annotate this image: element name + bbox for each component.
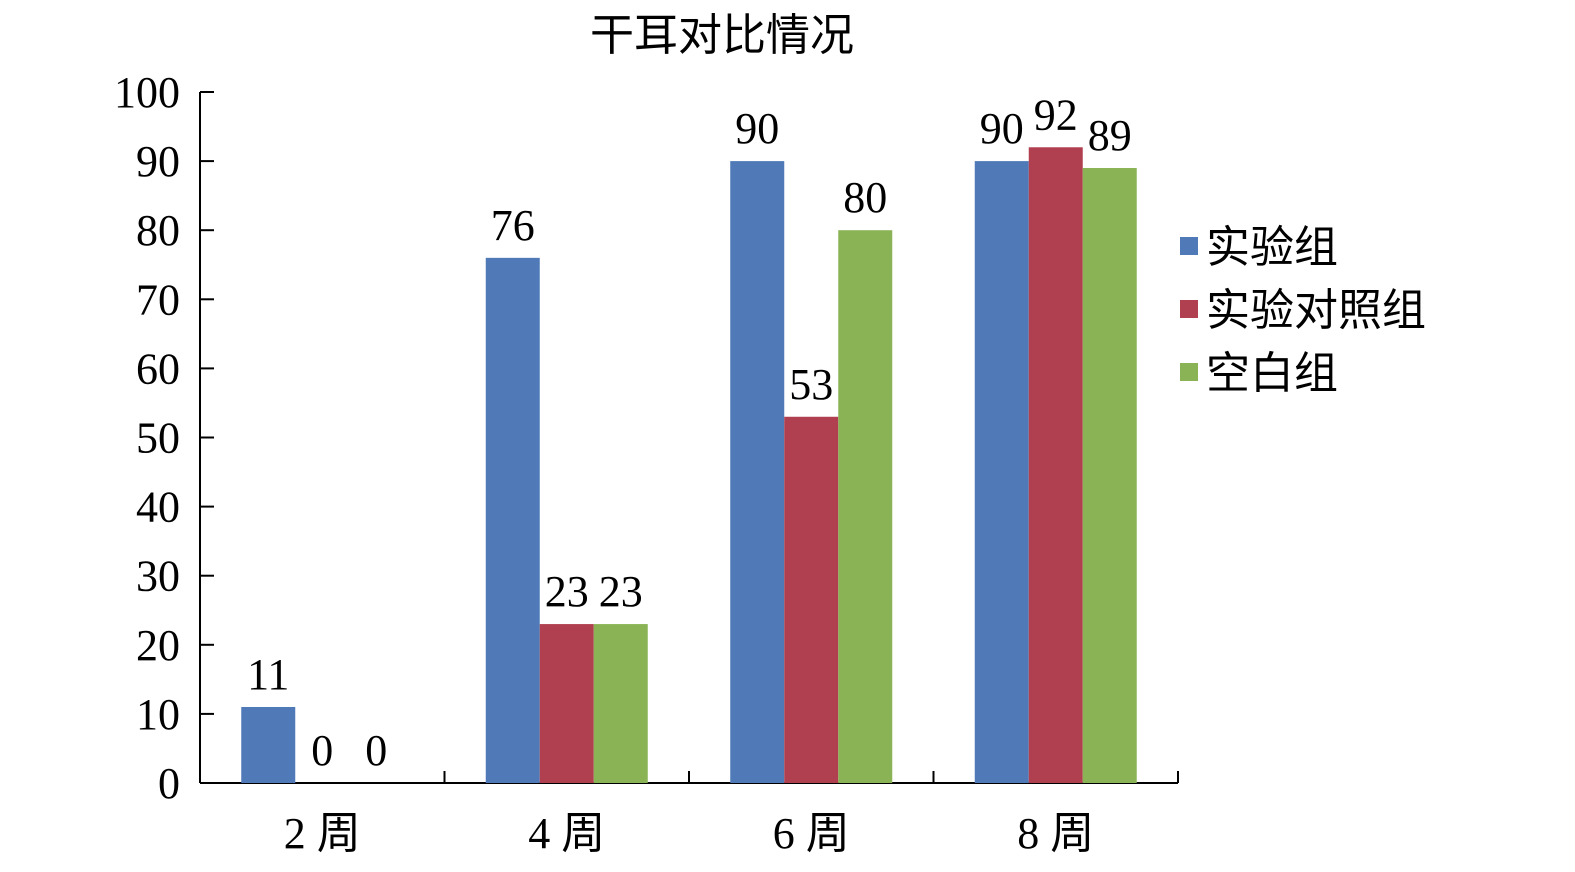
legend-swatch xyxy=(1180,300,1198,318)
legend-swatch xyxy=(1180,363,1198,381)
y-tick-label: 70 xyxy=(136,275,180,324)
y-tick-label: 60 xyxy=(136,344,180,393)
bars xyxy=(241,147,1137,784)
y-tick-label: 90 xyxy=(136,137,180,186)
bar xyxy=(1028,147,1083,783)
bar-data-label: 0 xyxy=(311,726,333,775)
bar-data-label: 11 xyxy=(247,650,289,699)
y-tick-label: 0 xyxy=(158,759,180,808)
bar-data-label: 53 xyxy=(789,360,833,409)
legend-label: 实验对照组 xyxy=(1206,285,1426,336)
bar xyxy=(730,161,785,784)
legend-label: 实验组 xyxy=(1206,222,1338,273)
bar-data-label: 80 xyxy=(843,173,887,222)
bar-data-label: 90 xyxy=(735,104,779,153)
chart-title: 干耳对比情况 xyxy=(590,10,854,61)
bar-data-label: 23 xyxy=(545,567,589,616)
bar-data-label: 0 xyxy=(365,726,387,775)
legend-label: 空白组 xyxy=(1206,348,1338,399)
bar xyxy=(241,706,296,783)
x-category-label: 4 周 xyxy=(528,809,605,858)
bar xyxy=(784,416,839,783)
y-tick-label: 30 xyxy=(136,552,180,601)
bar-data-label: 23 xyxy=(599,567,643,616)
bar xyxy=(1082,168,1137,783)
legend-swatch xyxy=(1180,237,1198,255)
y-tick-label: 80 xyxy=(136,206,180,255)
x-category-label: 8 周 xyxy=(1017,809,1094,858)
bar xyxy=(485,257,540,784)
y-tick-label: 40 xyxy=(136,483,180,532)
bar-data-label: 76 xyxy=(491,201,535,250)
axes: 0 10 20 30 40 50 60 70 80 90 100 2 周 4 周 6 周 8 周 xyxy=(114,68,1179,858)
bar xyxy=(838,230,893,783)
bar xyxy=(593,624,648,783)
x-category-label: 2 周 xyxy=(284,809,361,858)
bar xyxy=(974,161,1029,784)
bar xyxy=(539,624,594,783)
bar-data-label: 90 xyxy=(980,104,1024,153)
bar-data-label: 92 xyxy=(1034,90,1078,139)
y-tick-label: 20 xyxy=(136,621,180,670)
x-category-label: 6 周 xyxy=(773,809,850,858)
y-tick-label: 10 xyxy=(136,690,180,739)
y-tick-label: 100 xyxy=(114,68,180,117)
bar-data-label: 89 xyxy=(1088,111,1132,160)
y-tick-label: 50 xyxy=(136,414,180,463)
